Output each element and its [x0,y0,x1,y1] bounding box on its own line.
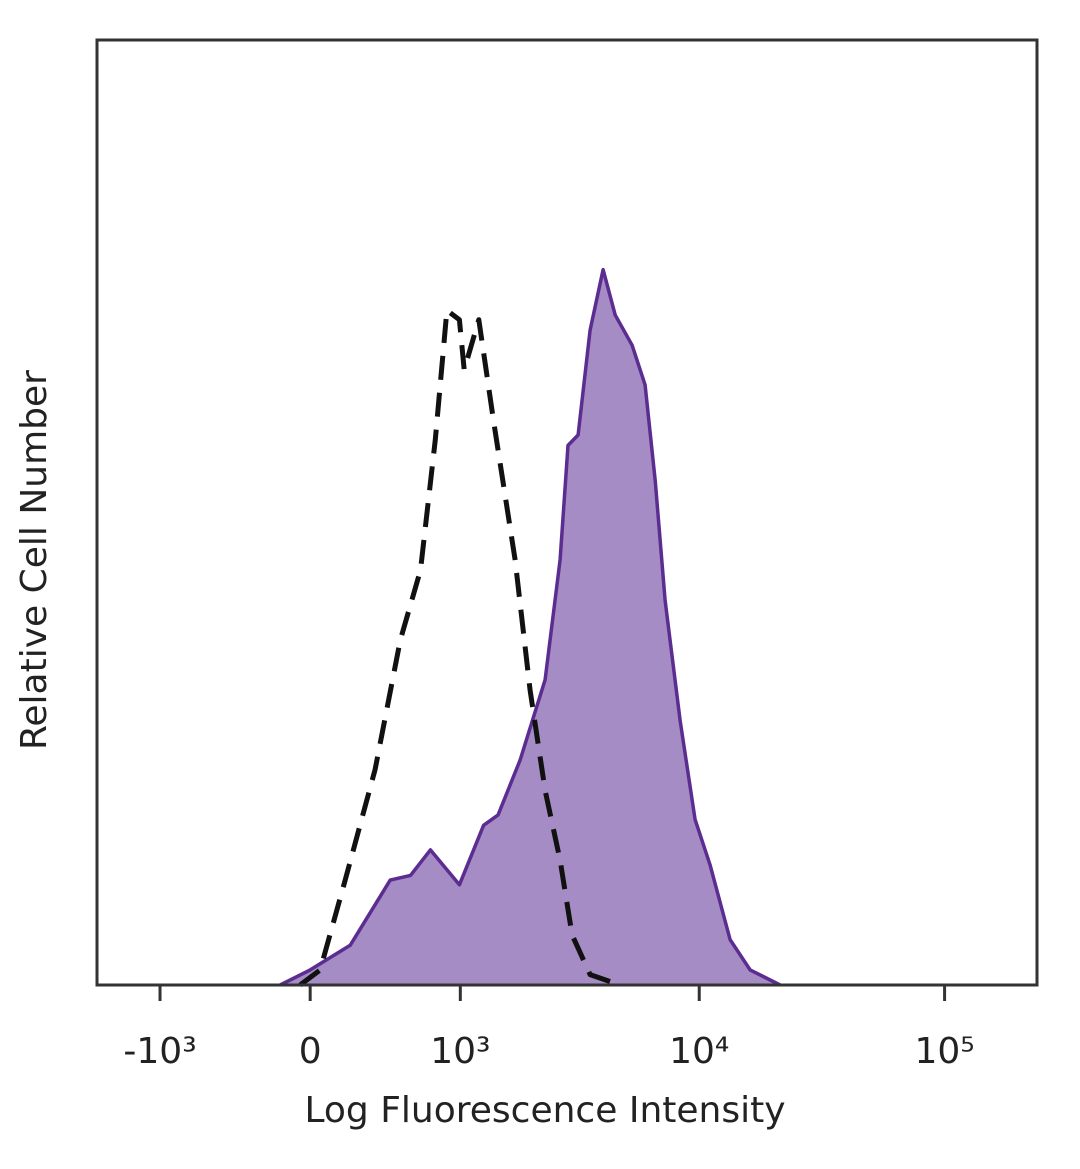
x-tick-label: -10³ [123,1031,196,1072]
x-axis-label: Log Fluorescence Intensity [304,1090,785,1131]
x-tick-label: 10⁴ [669,1031,729,1072]
x-tick-label: 10⁵ [914,1031,974,1072]
area [280,269,781,986]
line [279,267,781,987]
x-tick-label: 0 [299,1031,322,1072]
x-tick-label: 10³ [430,1031,490,1072]
y-axis-label: Relative Cell Number [14,370,55,750]
line [298,307,622,988]
